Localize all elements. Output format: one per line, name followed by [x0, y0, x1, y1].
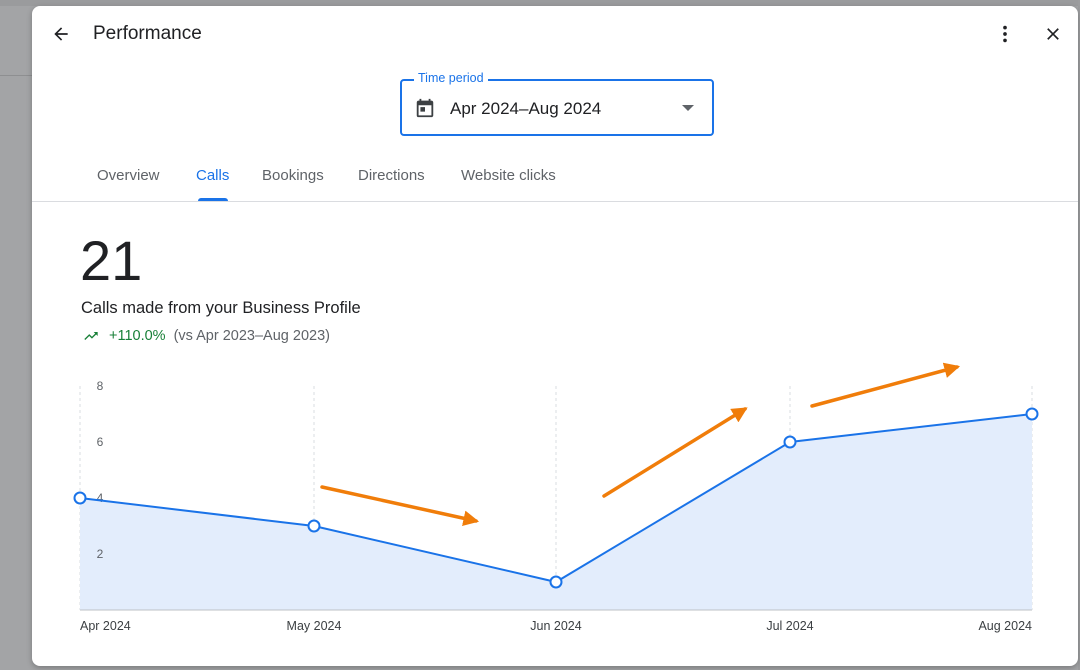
close-icon — [1047, 28, 1059, 40]
series-area — [80, 414, 1032, 610]
y-tick-label: 8 — [97, 379, 104, 393]
time-period-select[interactable]: Time period Apr 2024–Aug 2024 — [400, 71, 714, 136]
series-line — [79, 413, 1033, 584]
dropdown-caret-icon — [682, 105, 694, 111]
y-tick-label: 4 — [97, 491, 104, 505]
y-tick-label: 2 — [97, 547, 104, 561]
background-top-bar — [0, 0, 1080, 6]
tab-calls[interactable]: Calls — [196, 167, 230, 184]
annotation-arrow — [810, 362, 961, 408]
time-period-value: Apr 2024–Aug 2024 — [450, 99, 602, 118]
arrow-back-icon — [54, 27, 68, 41]
data-point — [307, 519, 321, 533]
trending-up-icon — [84, 332, 98, 340]
time-period-label: Time period — [414, 71, 488, 85]
more-options-button[interactable] — [990, 19, 1020, 49]
data-point — [73, 491, 87, 505]
trend-value: +110.0% — [109, 328, 166, 344]
metric-description: Calls made from your Business Profile — [81, 299, 361, 317]
tab-bookings[interactable]: Bookings — [262, 167, 324, 184]
close-button[interactable] — [1038, 19, 1068, 49]
background-edge — [1078, 0, 1080, 670]
annotation-arrow — [602, 407, 748, 498]
x-tick-label: Apr 2024 — [80, 619, 131, 633]
trend-row: +110.0% (vs Apr 2023–Aug 2023) — [81, 326, 330, 346]
y-tick-label: 6 — [97, 435, 104, 449]
data-point — [783, 435, 797, 449]
performance-dialog: Performance Time period Apr 2024–Aug 202… — [32, 6, 1078, 666]
x-tick-label: Aug 2024 — [978, 619, 1032, 633]
x-tick-label: Jul 2024 — [766, 619, 813, 633]
trend-comparison: (vs Apr 2023–Aug 2023) — [173, 328, 330, 344]
more-vert-icon — [1003, 25, 1007, 43]
annotation-arrow — [320, 485, 480, 526]
tab-bar: Overview Calls Bookings Directions Websi… — [32, 154, 1078, 202]
tab-overview[interactable]: Overview — [97, 167, 160, 184]
tab-directions[interactable]: Directions — [358, 167, 425, 184]
tab-website-clicks[interactable]: Website clicks — [461, 167, 556, 184]
dialog-header: Performance — [32, 6, 1078, 62]
page-title: Performance — [93, 23, 202, 44]
back-button[interactable] — [46, 19, 76, 49]
data-point — [549, 575, 563, 589]
x-tick-label: May 2024 — [287, 619, 342, 633]
active-tab-indicator — [198, 198, 228, 201]
calendar-icon — [416, 98, 434, 118]
data-point — [1025, 407, 1039, 421]
background-divider — [0, 75, 32, 76]
x-tick-label: Jun 2024 — [530, 619, 581, 633]
metric-value: 21 — [80, 229, 143, 292]
